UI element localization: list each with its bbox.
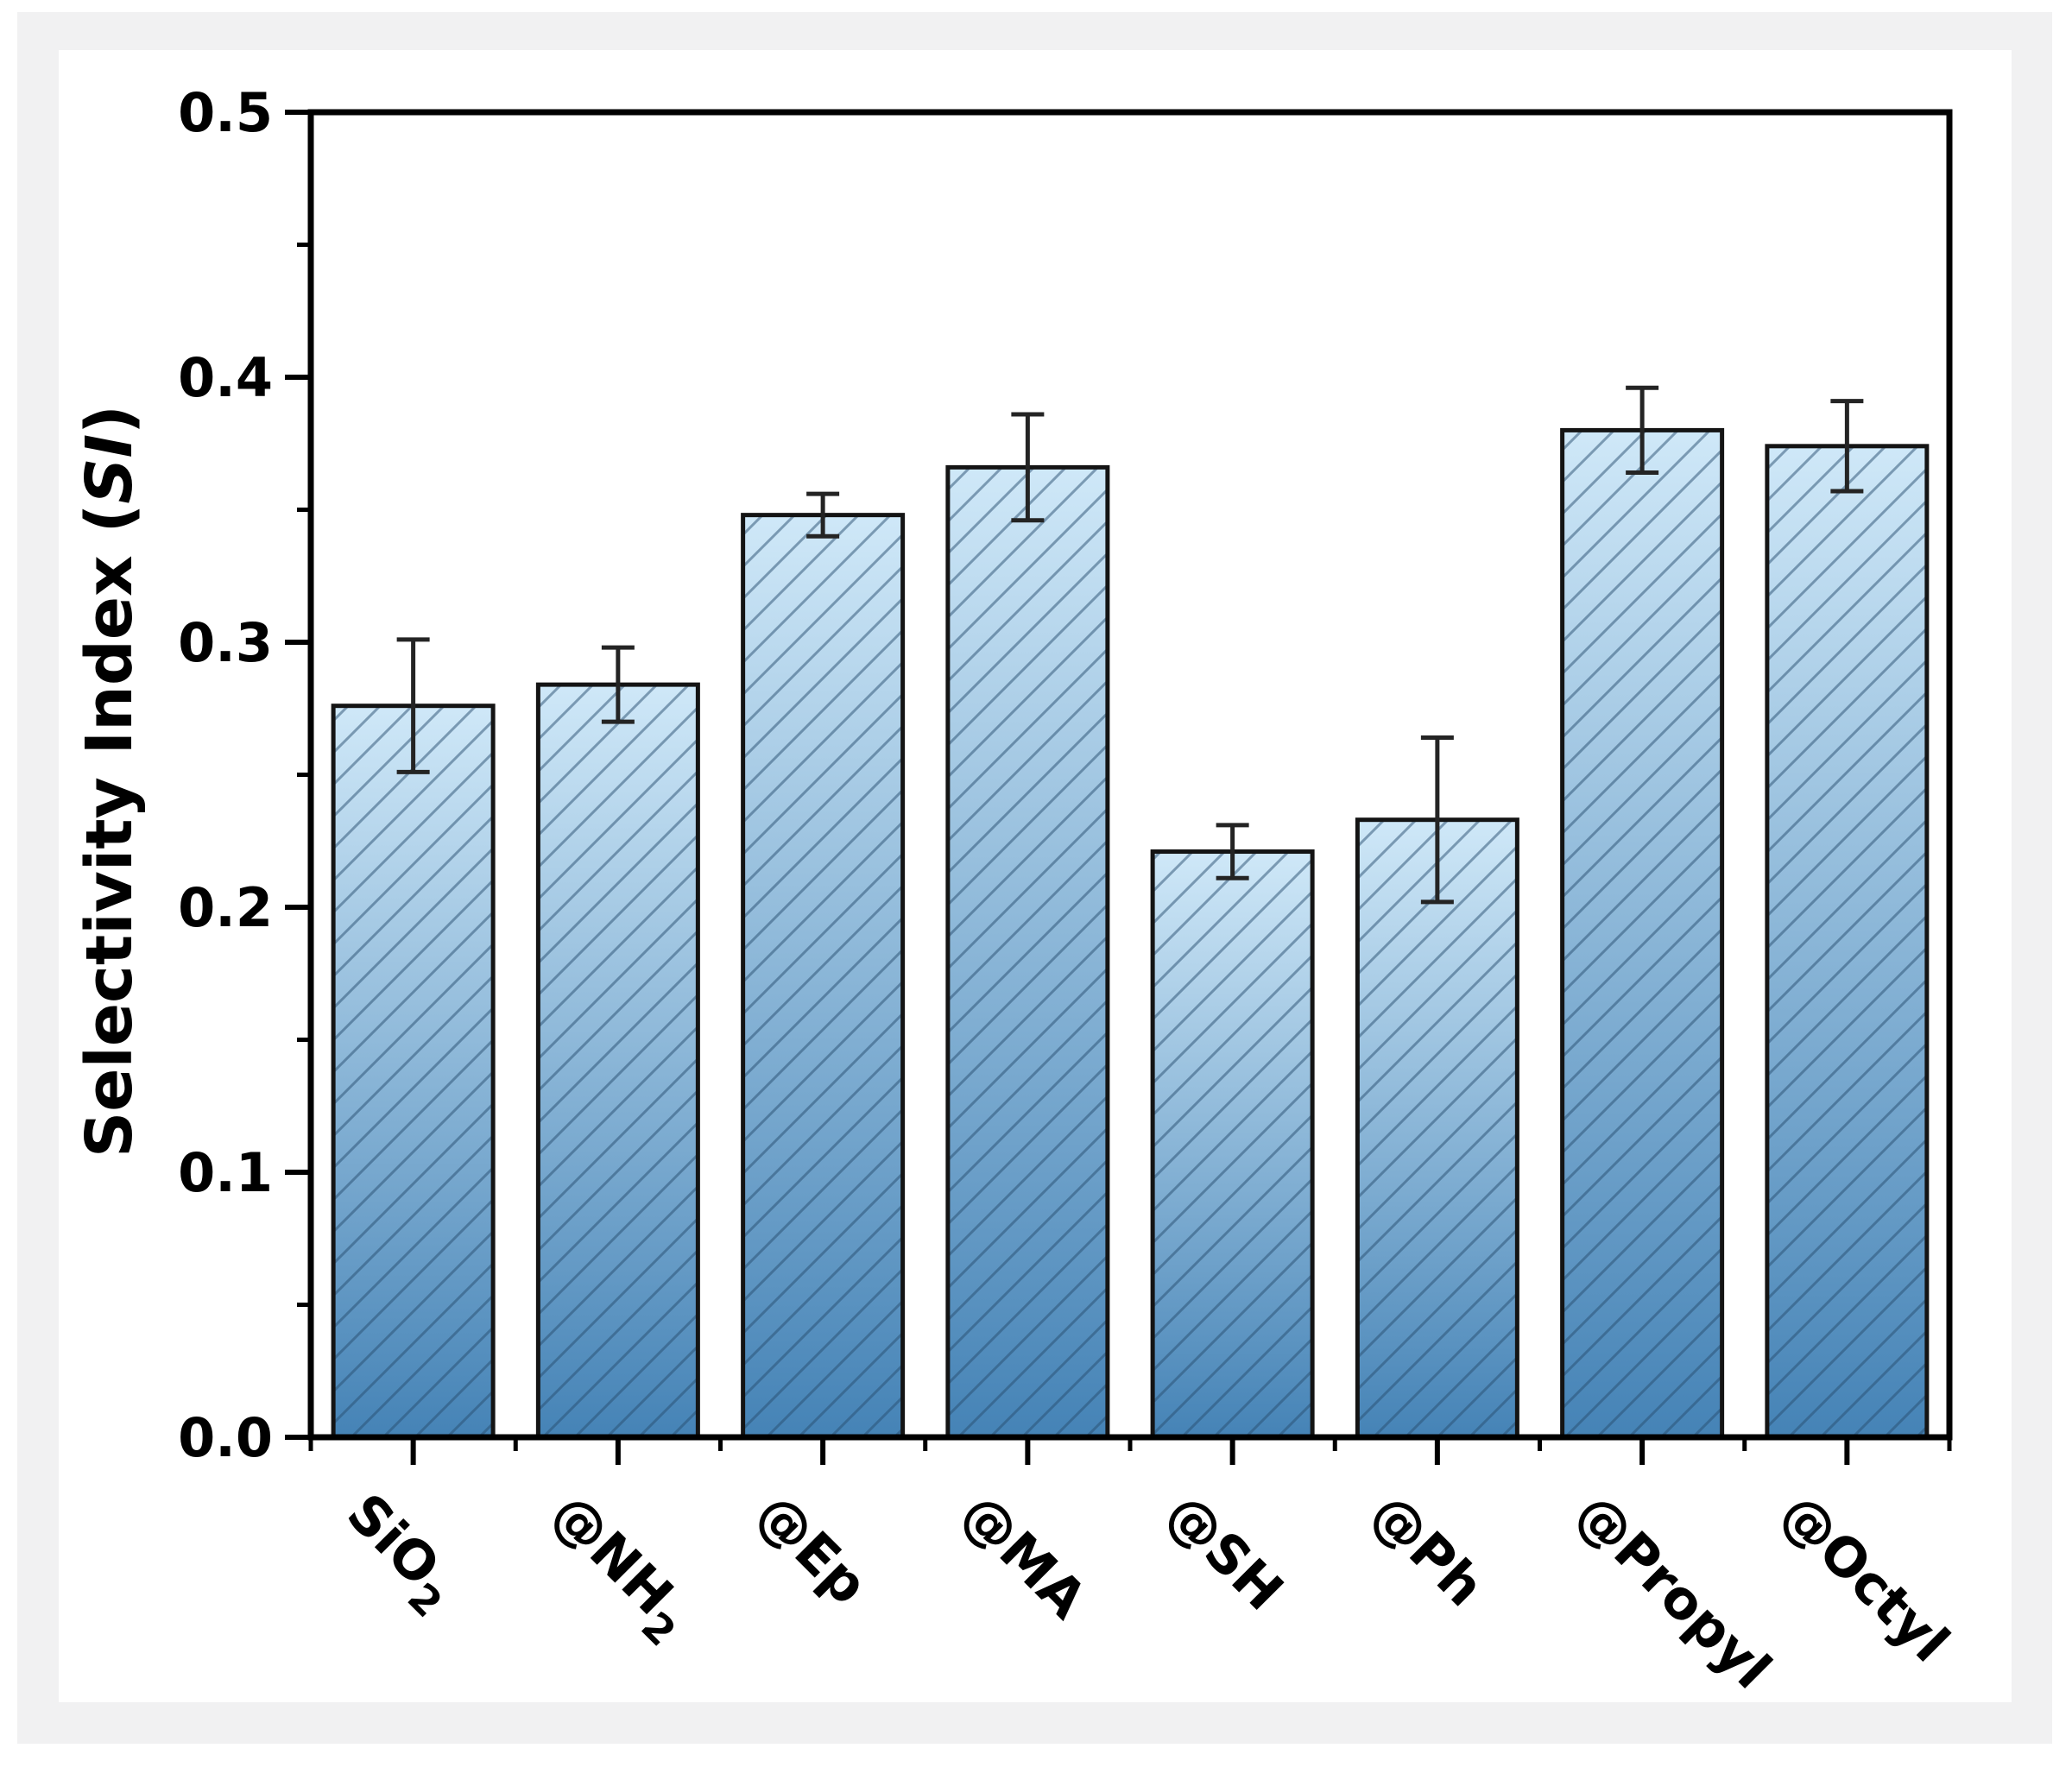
bar-hatch	[1562, 430, 1722, 1437]
label-text: @Octyl	[1769, 1481, 1961, 1674]
error-bar	[601, 645, 635, 724]
x-category-label: @Ep	[745, 1481, 881, 1617]
y-tick-label: 0.4	[178, 346, 273, 409]
error-bar	[1420, 735, 1454, 905]
error-bar	[806, 491, 840, 539]
error-bar	[396, 637, 430, 774]
bar-group	[945, 464, 1110, 1440]
error-bar	[1830, 399, 1864, 494]
label-text: @Ep	[745, 1481, 881, 1617]
x-category-label: @Propyl	[1564, 1481, 1784, 1701]
y-tick-label: 0.2	[178, 876, 273, 939]
x-category-label: @Octyl	[1769, 1481, 1961, 1674]
y-tick-label: 0.0	[178, 1406, 273, 1469]
x-category-label: @NH2	[531, 1481, 704, 1655]
label-text: @Propyl	[1564, 1481, 1784, 1701]
y-axis-title-italic: SI	[73, 434, 147, 504]
bar-group	[331, 704, 496, 1440]
bar-group	[535, 682, 700, 1440]
y-axis-title-text: )	[73, 405, 147, 434]
label-text: @Ph	[1359, 1481, 1496, 1619]
x-category-label: @SH	[1154, 1481, 1296, 1623]
bar-hatch	[742, 514, 903, 1437]
x-category-label: @Ph	[1359, 1481, 1496, 1619]
bar-hatch	[1153, 851, 1313, 1437]
bar-group	[1560, 427, 1725, 1440]
bar-group	[1765, 444, 1930, 1440]
y-tick-label: 0.5	[178, 81, 273, 144]
x-category-label: @MA	[950, 1481, 1099, 1631]
x-category-label: SiO2	[326, 1481, 471, 1626]
y-tick-label: 0.3	[178, 611, 273, 674]
y-axis-title: Selectivity Index (SI)	[73, 405, 147, 1158]
error-bar	[1626, 385, 1659, 476]
label-text: @SH	[1154, 1481, 1296, 1623]
y-tick-label: 0.1	[178, 1141, 273, 1204]
y-axis-title-text: Selectivity Index (	[73, 504, 147, 1158]
bar-group	[1355, 817, 1519, 1440]
bar-group	[1150, 849, 1315, 1440]
label-text: @MA	[950, 1481, 1099, 1631]
bar-group	[741, 513, 906, 1440]
bar-hatch	[1766, 445, 1927, 1437]
bar-hatch	[538, 685, 698, 1437]
error-bar	[1216, 823, 1249, 880]
bar-hatch	[947, 467, 1108, 1437]
bar-hatch	[333, 705, 494, 1437]
error-bar	[1011, 412, 1045, 523]
bar-hatch	[1357, 819, 1518, 1437]
